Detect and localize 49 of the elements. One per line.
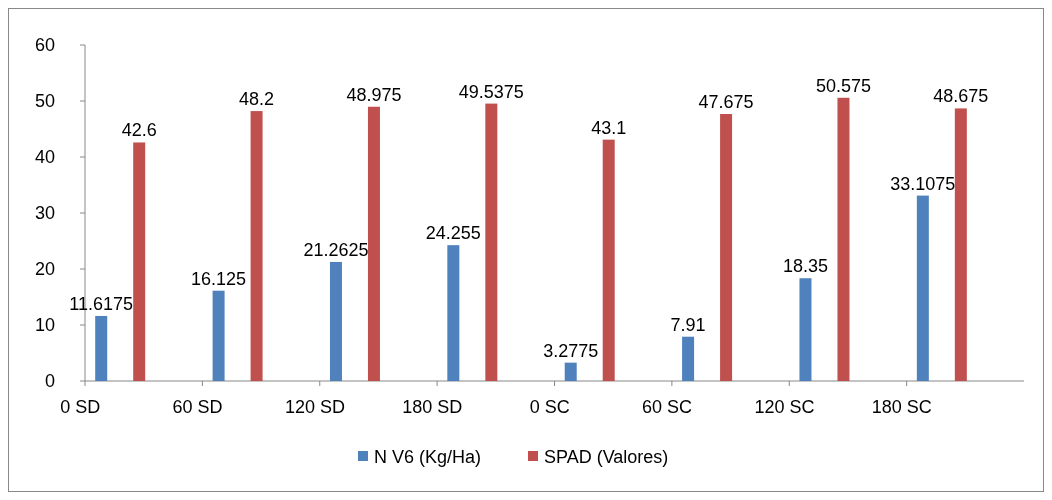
bar [720,114,733,381]
bar [916,195,929,381]
bar [799,278,812,381]
y-tick-label: 20 [34,259,55,280]
bar [133,142,146,381]
bar [837,97,850,381]
y-tick-label: 40 [34,147,55,168]
x-tick-label: 180 SD [402,397,463,417]
data-label: 7.91 [670,314,706,335]
bar [329,261,342,381]
bar [954,108,967,381]
data-label: 3.2775 [543,340,599,361]
data-label: 18.35 [782,256,828,277]
x-tick-label: 60 SD [172,397,223,417]
x-tick-label: 180 SC [871,397,932,417]
x-tick-label: 60 SC [642,397,693,417]
bar [250,111,263,381]
y-tick-label: 10 [34,315,55,336]
data-label: 43.1 [591,117,627,138]
bar [682,336,695,381]
bar [564,362,577,381]
x-tick-label: 120 SC [754,397,815,417]
data-label: 11.6175 [69,293,134,314]
legend-label: N V6 (Kg/Ha) [374,447,482,468]
y-tick-label: 0 [44,371,55,392]
data-label: 48.675 [933,86,989,107]
bar [212,290,225,381]
x-tick-label: 0 SC [529,397,570,417]
data-label: 47.675 [698,92,754,113]
data-label: 48.2 [239,89,275,110]
data-label: 50.575 [815,75,871,96]
data-label: 24.255 [425,223,481,244]
bar [367,106,380,381]
y-tick-label: 60 [34,35,55,56]
bar [602,139,615,381]
bar [95,315,108,381]
data-label: 42.6 [121,120,157,141]
bar [447,245,460,381]
bar [485,103,498,381]
data-label: 48.975 [346,84,402,105]
y-tick-label: 30 [34,203,55,224]
y-tick-label: 50 [34,91,55,112]
legend-label: SPAD (Valores) [544,447,669,468]
x-tick-label: 0 SD [60,397,101,417]
data-label: 49.5375 [458,81,524,102]
data-label: 21.2625 [303,239,369,260]
x-tick-label: 120 SD [284,397,345,417]
data-label: 33.1075 [890,173,956,194]
data-label: 16.125 [191,268,247,289]
